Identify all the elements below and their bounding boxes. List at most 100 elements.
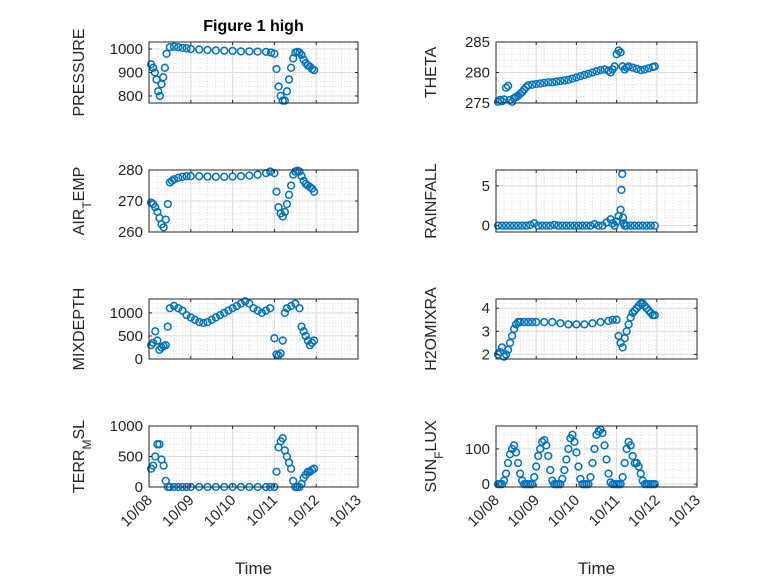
data-point	[582, 221, 591, 230]
y-tick-label: 0	[135, 351, 143, 368]
data-point	[640, 65, 649, 74]
data-point	[182, 311, 191, 320]
data-point	[642, 304, 651, 313]
data-point	[622, 221, 631, 230]
data-point	[564, 444, 573, 454]
data-point	[532, 462, 541, 471]
data-point	[626, 441, 635, 450]
data-point	[165, 304, 175, 313]
data-point	[590, 444, 599, 454]
data-point	[564, 75, 573, 84]
data-point	[634, 462, 643, 471]
data-point	[570, 221, 579, 230]
y-tick-label: 0	[482, 476, 490, 493]
data-point	[522, 221, 531, 230]
data-point	[236, 299, 246, 308]
data-point	[163, 322, 172, 331]
data-point	[513, 458, 523, 468]
y-tick-label: 100	[465, 441, 490, 458]
data-point	[630, 306, 639, 315]
data-point	[617, 185, 626, 195]
data-point	[632, 64, 641, 73]
data-point	[532, 79, 541, 89]
data-point	[546, 465, 555, 475]
y-tick-label: 285	[465, 34, 490, 51]
data-point	[556, 480, 565, 489]
data-point	[618, 169, 627, 179]
data-point	[588, 68, 597, 77]
data-point	[511, 320, 521, 329]
data-point	[163, 199, 172, 209]
data-point	[253, 47, 262, 56]
data-point	[580, 70, 589, 80]
data-point	[534, 221, 543, 230]
data-point	[493, 221, 503, 230]
data-point	[602, 455, 611, 464]
data-point	[161, 215, 170, 224]
y-axis-label-part: SL	[71, 420, 88, 440]
data-point	[159, 73, 168, 82]
data-point	[220, 308, 229, 317]
y-axis-label-subscript: M	[80, 440, 94, 450]
y-axis-label: MIXDEPTH	[71, 288, 88, 371]
data-point	[604, 316, 613, 326]
data-point	[146, 198, 156, 207]
data-point	[178, 306, 187, 315]
data-point	[538, 221, 547, 230]
data-point	[174, 173, 183, 182]
data-point	[503, 81, 513, 91]
data-point	[596, 317, 605, 327]
data-point	[592, 67, 601, 76]
data-point	[159, 223, 168, 232]
y-tick-label: 1000	[110, 305, 143, 322]
data-point	[501, 469, 511, 478]
y-tick-label: 280	[465, 65, 490, 82]
y-axis-label-subscript: F	[432, 452, 446, 459]
data-point	[305, 341, 315, 350]
data-point	[544, 451, 553, 461]
axes-1: 800 900 1000 PRESSURE Figure 1 high	[71, 18, 359, 117]
data-point	[644, 306, 653, 315]
data-point	[642, 221, 651, 230]
data-point	[616, 338, 625, 347]
y-tick-label: 500	[118, 328, 143, 345]
data-point	[211, 313, 221, 322]
y-tick-label: 280	[118, 162, 143, 179]
data-point	[515, 317, 525, 327]
data-point	[566, 221, 575, 230]
y-axis-label: TERRMSL	[71, 420, 94, 493]
y-axis-label-part: LUX	[423, 420, 440, 451]
data-point	[594, 427, 603, 436]
data-point	[534, 451, 543, 461]
data-point	[270, 49, 279, 58]
data-point	[560, 76, 569, 85]
data-point	[517, 221, 527, 230]
data-point	[249, 304, 258, 313]
x-axis-label: Time	[235, 559, 272, 578]
data-point	[536, 79, 545, 88]
data-point	[552, 77, 561, 86]
data-point	[616, 480, 625, 489]
data-point	[228, 172, 237, 181]
data-point	[286, 464, 296, 473]
data-point	[228, 46, 237, 56]
data-point	[169, 301, 179, 311]
data-point	[536, 444, 545, 454]
data-point	[203, 317, 212, 327]
data-point	[278, 434, 287, 443]
data-point	[280, 207, 290, 217]
y-tick-label: 1000	[110, 41, 143, 58]
data-point	[499, 476, 509, 485]
data-point	[182, 172, 191, 181]
data-point	[532, 317, 541, 327]
data-point	[155, 440, 164, 449]
y-axis-label-part: SUN	[423, 459, 440, 493]
data-point	[207, 315, 216, 324]
chart-title: Figure 1 high	[203, 18, 303, 35]
data-point	[499, 352, 509, 361]
data-point	[307, 338, 317, 347]
data-point	[540, 317, 549, 327]
data-point	[280, 96, 290, 105]
data-point	[509, 324, 519, 334]
